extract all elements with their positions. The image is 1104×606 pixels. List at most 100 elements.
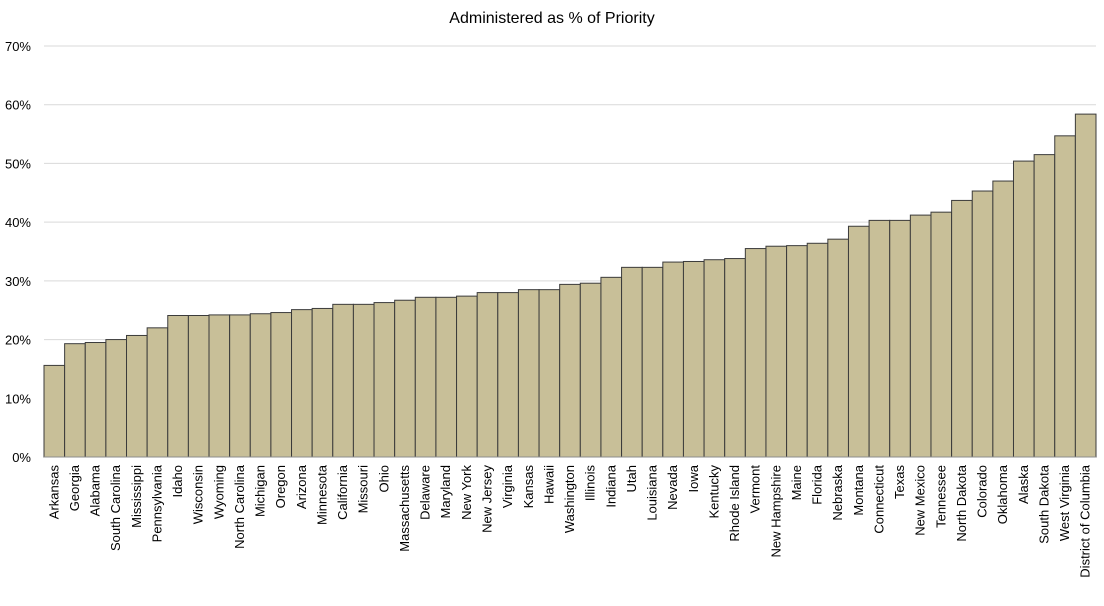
x-tick-label: District of Columbia xyxy=(1078,464,1093,577)
bar xyxy=(352,303,375,458)
x-tick-label: Georgia xyxy=(67,464,82,511)
chart-title: Administered as % of Priority xyxy=(449,10,654,27)
bar xyxy=(146,327,169,458)
bar xyxy=(744,248,767,458)
bar xyxy=(476,292,499,458)
x-tick-label: West Virginia xyxy=(1057,464,1072,541)
bar xyxy=(1012,160,1035,458)
y-tick-label: 40% xyxy=(5,215,31,230)
bar xyxy=(497,292,519,458)
x-tick-label: New Hampshire xyxy=(768,465,783,557)
bar xyxy=(600,276,623,458)
bar xyxy=(394,299,416,458)
y-tick-label: 0% xyxy=(12,450,31,465)
x-tick-label: Delaware xyxy=(418,465,433,520)
x-tick-label: Iowa xyxy=(686,464,701,492)
x-tick-label: South Dakota xyxy=(1036,464,1051,544)
x-tick-label: Washington xyxy=(562,465,577,533)
x-tick-label: North Carolina xyxy=(232,464,247,549)
x-tick-label: Florida xyxy=(810,464,825,505)
x-tick-label: Ohio xyxy=(376,465,391,492)
bar xyxy=(414,296,437,458)
x-tick-label: Maine xyxy=(789,465,804,500)
bar xyxy=(291,309,313,458)
bar xyxy=(621,266,643,458)
x-tick-label: Kansas xyxy=(521,465,536,509)
x-tick-label: South Carolina xyxy=(108,464,123,551)
x-tick-label: New Jersey xyxy=(479,465,494,533)
bar xyxy=(641,266,664,458)
bar xyxy=(579,282,602,458)
bar xyxy=(682,260,705,458)
x-tick-label: Connecticut xyxy=(871,465,886,534)
x-tick-label: Wyoming xyxy=(211,465,226,519)
x-tick-label: California xyxy=(335,464,350,520)
x-tick-label: North Dakota xyxy=(954,464,969,541)
x-tick-label: Michigan xyxy=(253,465,268,517)
x-tick-label: New York xyxy=(459,465,474,520)
bar xyxy=(270,312,293,458)
x-tick-label: Oklahoma xyxy=(995,464,1010,524)
bar xyxy=(311,307,334,458)
x-tick-label: Colorado xyxy=(975,465,990,518)
x-tick-label: Montana xyxy=(851,464,866,515)
x-tick-label: Oregon xyxy=(273,465,288,508)
bar xyxy=(517,289,540,458)
x-tick-label: Louisiana xyxy=(645,464,660,520)
bar xyxy=(786,245,808,458)
x-axis-category-labels: Arkansas Georgia Alabama South Carolina Miss… xyxy=(46,464,1092,577)
y-tick-label: 70% xyxy=(5,39,31,54)
x-tick-label: Alaska xyxy=(1016,464,1031,504)
bar xyxy=(229,314,251,458)
x-tick-label: Mississippi xyxy=(129,465,144,528)
x-tick-label: Missouri xyxy=(356,465,371,514)
x-tick-label: Massachusetts xyxy=(397,465,412,552)
bar xyxy=(435,296,458,458)
bar xyxy=(827,238,849,458)
x-tick-label: Alabama xyxy=(88,464,103,516)
x-tick-label: Vermont xyxy=(748,465,763,514)
x-tick-label: Kentucky xyxy=(706,465,721,519)
x-tick-label: Maryland xyxy=(438,465,453,518)
x-tick-label: Rhode Island xyxy=(727,465,742,542)
bar xyxy=(1033,154,1056,458)
x-tick-label: Illinois xyxy=(583,465,598,502)
bar xyxy=(208,314,231,458)
x-tick-label: Minnesota xyxy=(314,464,329,525)
bar xyxy=(909,214,932,458)
bar xyxy=(662,261,684,458)
y-tick-label: 30% xyxy=(5,274,31,289)
bar xyxy=(105,339,128,458)
x-tick-label: Hawaii xyxy=(541,465,556,504)
bar xyxy=(167,315,189,458)
x-tick-label: Idaho xyxy=(170,465,185,498)
bars xyxy=(43,113,1097,458)
y-tick-label: 60% xyxy=(5,98,31,113)
x-tick-label: Indiana xyxy=(603,464,618,507)
bar xyxy=(971,190,994,458)
x-tick-label: Pennsylvania xyxy=(149,464,164,542)
x-tick-label: Texas xyxy=(892,465,907,499)
bar xyxy=(806,242,829,458)
bar xyxy=(373,302,396,458)
bar xyxy=(1074,113,1097,458)
bar xyxy=(889,219,911,458)
y-tick-label: 10% xyxy=(5,391,31,406)
bar xyxy=(703,259,726,458)
bar xyxy=(765,245,788,458)
bar xyxy=(43,364,66,458)
bar xyxy=(930,211,953,458)
x-tick-label: Utah xyxy=(624,465,639,492)
x-tick-label: Arizona xyxy=(294,464,309,509)
bar xyxy=(992,180,1014,458)
bar xyxy=(456,295,478,458)
x-tick-label: Wisconsin xyxy=(191,465,206,524)
bar xyxy=(84,342,107,458)
bar xyxy=(64,343,86,458)
x-tick-label: New Mexico xyxy=(913,465,928,536)
bar xyxy=(126,334,148,458)
bar xyxy=(249,313,272,458)
y-tick-label: 50% xyxy=(5,156,31,171)
x-tick-label: Virginia xyxy=(500,464,515,508)
